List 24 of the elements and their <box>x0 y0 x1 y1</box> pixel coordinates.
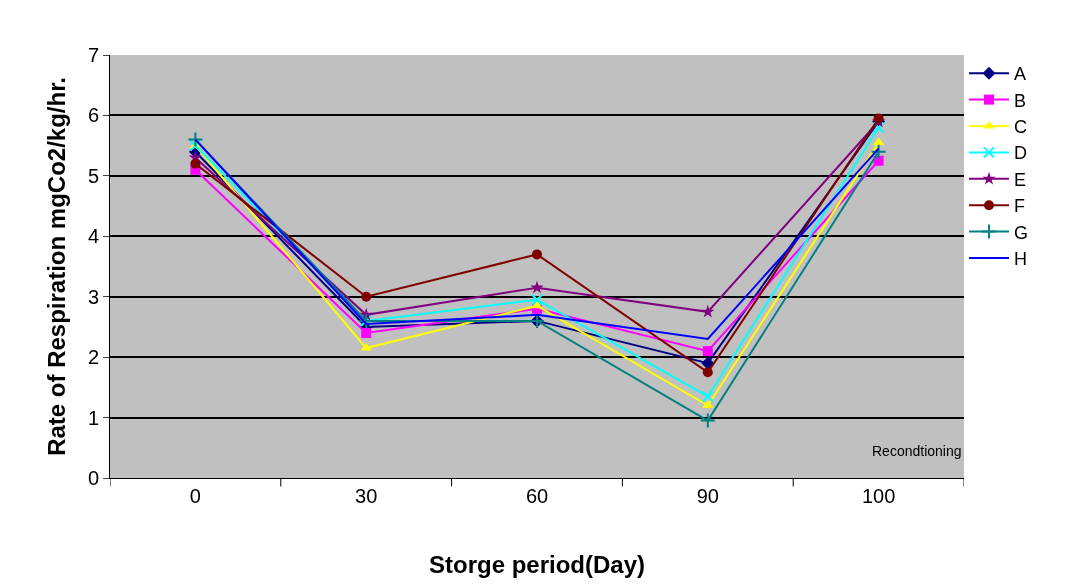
x-axis-title: Storge period(Day) <box>428 551 646 579</box>
legend-label: G <box>1014 222 1029 243</box>
y-tick-label: 3 <box>87 285 99 308</box>
legend-label: F <box>1014 196 1025 217</box>
x-tick-label: 90 <box>696 485 719 507</box>
legend-label: B <box>1014 90 1027 111</box>
y-tick-label: 0 <box>87 467 99 489</box>
y-axis-title: Rate of Respiration mgCo2/kg/hr. <box>42 77 70 456</box>
annotation: Recondtioning <box>872 443 962 459</box>
x-tick-label: 100 <box>861 485 896 507</box>
y-tick-label: 5 <box>87 164 99 187</box>
legend-label: A <box>1014 64 1027 85</box>
legend-label: C <box>1014 117 1027 138</box>
legend-label: H <box>1014 249 1027 270</box>
y-tick-label: 1 <box>87 406 99 429</box>
y-tick-label: 7 <box>87 44 99 66</box>
x-tick-label: 60 <box>525 485 549 507</box>
y-tick-label: 2 <box>87 346 99 369</box>
y-tick-label: 4 <box>87 225 99 248</box>
legend-label: D <box>1014 143 1027 164</box>
legend-label: E <box>1014 169 1027 190</box>
x-tick-label: 30 <box>355 485 378 507</box>
x-tick-label: 0 <box>189 485 201 507</box>
y-tick-label: 6 <box>87 104 99 127</box>
